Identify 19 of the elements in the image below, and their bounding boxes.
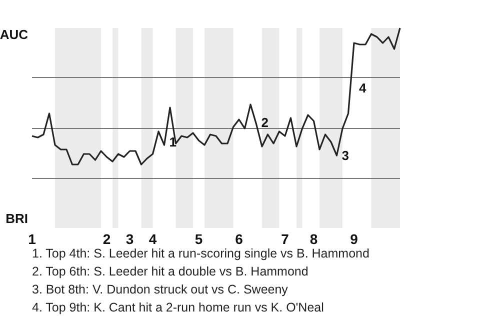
text: 2. Top 6th: S. Leeder hit a double vs B. Hammond [32, 264, 308, 278]
annotation: 3 [342, 148, 349, 163]
annotation: 1 [169, 134, 176, 150]
x-tick-label: 6 [235, 231, 244, 247]
x-tick-label: 1 [28, 231, 36, 247]
text: 1. Top 4th: S. Leeder hit a run-scoring single vs B. Hammond [32, 246, 370, 260]
x-tick-label: 3 [126, 231, 134, 247]
text: BRI [6, 211, 28, 226]
annotation: 4 [359, 80, 367, 96]
text: 3. Bot 8th: V. Dundon struck out vs C. Sweeny [32, 282, 289, 296]
x-tick-label: 2 [102, 231, 111, 247]
x-tick-label: 8 [310, 231, 318, 247]
x-tick-label: 5 [194, 231, 203, 247]
x-tick-label: 4 [148, 231, 157, 247]
x-tick-label: 9 [350, 231, 358, 247]
annotation: 2 [261, 115, 268, 130]
text: AUC [0, 27, 29, 42]
text: 4. Top 9th: K. Cant hit a 2-run home run vs K. O'Neal [32, 300, 324, 314]
x-tick-label: 7 [281, 231, 290, 247]
